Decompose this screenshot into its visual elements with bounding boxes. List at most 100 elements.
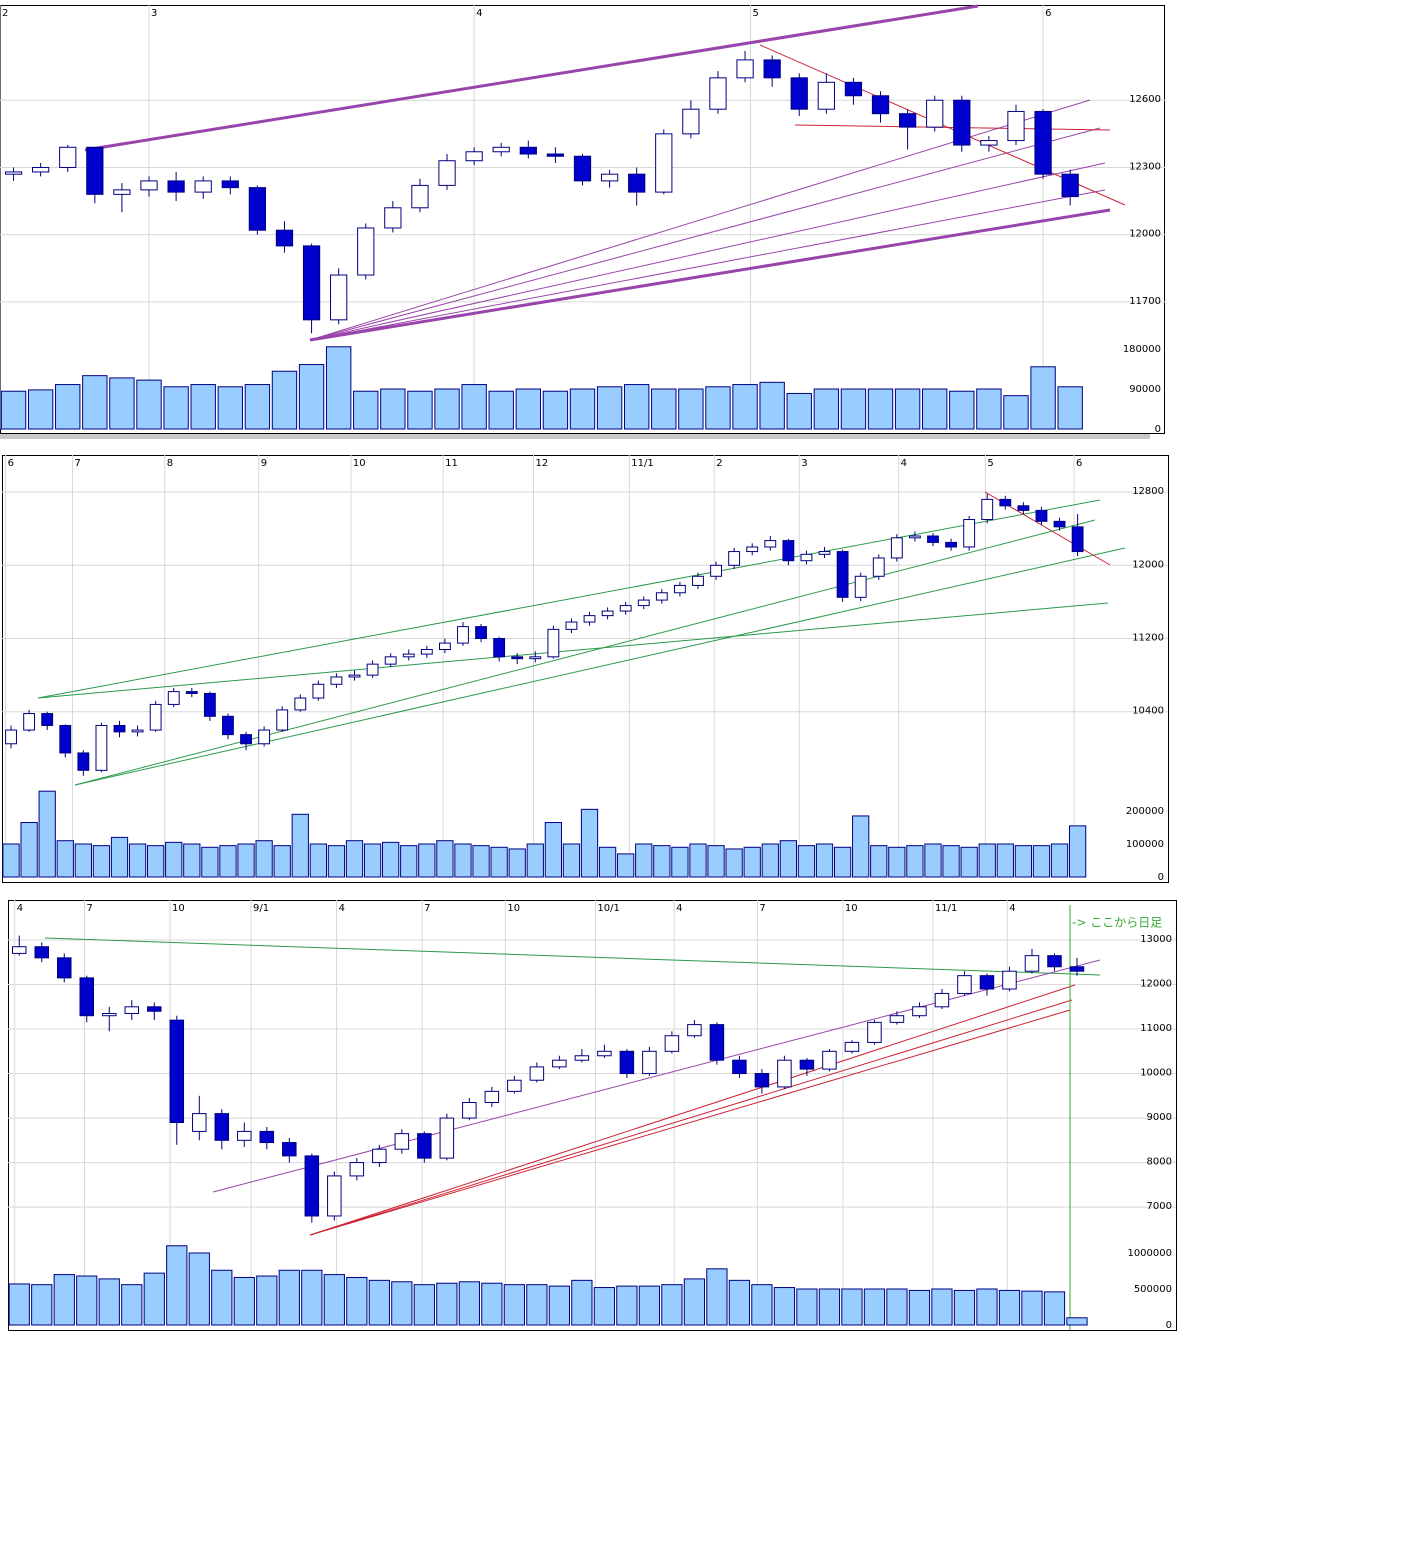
candle-body: [926, 99, 944, 128]
candle-body: [258, 729, 271, 745]
candle-body: [147, 1006, 162, 1012]
candle-body: [420, 649, 433, 655]
volume-bar: [163, 386, 189, 430]
y-tick-label: 11200: [1132, 633, 1164, 644]
volume-bar: [219, 845, 237, 878]
volume-bar: [797, 845, 816, 878]
volume-bar: [1057, 386, 1083, 430]
volume-bar: [813, 388, 840, 430]
volume-bar: [55, 384, 81, 430]
candle-body: [294, 697, 307, 711]
candle-body: [259, 1130, 275, 1144]
x-tick-label: 2: [716, 458, 722, 469]
candle-body: [547, 628, 560, 658]
volume-tick-label: 0: [1155, 424, 1161, 435]
frame: [2, 455, 1169, 883]
volume-bar: [503, 1284, 525, 1326]
volume-bar: [706, 1268, 728, 1326]
candle-body: [709, 77, 727, 110]
volume-bar: [481, 1282, 503, 1326]
volume-bar: [651, 388, 677, 430]
candle-body: [185, 691, 198, 694]
volume-bar: [407, 390, 433, 430]
candle-body: [642, 1050, 657, 1075]
candle-body: [5, 729, 17, 745]
candle-body: [4, 171, 23, 175]
x-tick-label: 7: [424, 903, 430, 914]
volume-bar: [20, 822, 38, 878]
candle-body: [746, 546, 759, 553]
x-tick-label: 11: [445, 458, 458, 469]
volume-bar: [544, 822, 562, 878]
candle-body: [519, 146, 537, 155]
candle-body: [169, 1019, 185, 1124]
candle-body: [357, 227, 375, 276]
candle-body: [1035, 509, 1048, 522]
volume-bar: [436, 840, 454, 878]
candle-body: [113, 724, 126, 733]
candle-body: [439, 1117, 455, 1159]
candle-body: [777, 1059, 792, 1088]
volume-bar: [309, 843, 327, 878]
candle-body: [330, 676, 343, 685]
volume-bar: [165, 841, 183, 878]
volume-bar: [31, 1284, 53, 1326]
candle-body: [221, 180, 239, 189]
candle-body: [692, 575, 704, 586]
candle-body: [222, 715, 234, 736]
candle-body: [417, 1133, 432, 1159]
x-tick-label: 12: [535, 458, 548, 469]
candle-body: [330, 274, 348, 321]
candle-body: [475, 626, 487, 640]
volume-bar: [870, 845, 888, 878]
candle-body: [59, 146, 77, 168]
volume-tick-label: 180000: [1123, 344, 1161, 355]
volume-bar: [82, 375, 108, 430]
candle-body: [601, 610, 614, 617]
x-tick-label: 3: [801, 458, 807, 469]
volume-bar: [1021, 1290, 1043, 1326]
volume-bar: [298, 364, 325, 430]
candle-body: [655, 133, 673, 193]
volume-bar: [786, 392, 812, 430]
x-tick-label: 9: [261, 458, 267, 469]
x-tick-label: 6: [8, 458, 14, 469]
candle-body: [710, 564, 722, 577]
volume-bar: [472, 845, 490, 878]
candle-body: [963, 519, 976, 548]
candle-body: [507, 1079, 522, 1092]
volume-bar: [815, 843, 834, 878]
candle-body: [529, 1066, 545, 1081]
candle-body: [871, 95, 890, 115]
y-tick-label: 8000: [1147, 1157, 1172, 1168]
candle-body: [484, 1090, 500, 1103]
volume-bar: [136, 379, 162, 430]
volume-bar: [436, 1282, 458, 1326]
x-tick-label: 4: [901, 458, 907, 469]
candle-body: [511, 656, 524, 660]
candle-body: [682, 108, 700, 135]
volume-bar: [906, 845, 924, 878]
x-tick-label: 10: [507, 903, 520, 914]
volume-bar: [653, 845, 671, 878]
volume-bar: [8, 1283, 30, 1326]
volume-bar: [732, 384, 758, 430]
volume-bar: [515, 388, 542, 430]
volume-bar: [779, 840, 798, 878]
x-tick-label: 10/1: [597, 903, 619, 914]
candle-body: [957, 975, 972, 994]
candle-body: [131, 729, 144, 733]
candle-body: [57, 957, 72, 979]
trend-line: [309, 208, 1111, 342]
y-tick-label: 12000: [1132, 559, 1164, 570]
candle-body: [493, 638, 506, 658]
volume-bar: [616, 1285, 638, 1326]
candle-body: [462, 1101, 477, 1119]
volume-bar: [743, 846, 761, 878]
volume-bar: [461, 384, 487, 430]
candle-body: [59, 724, 72, 754]
candle-body: [312, 683, 325, 699]
volume-bar: [255, 840, 273, 878]
volume-bar: [128, 843, 147, 878]
candle-body: [872, 557, 885, 577]
